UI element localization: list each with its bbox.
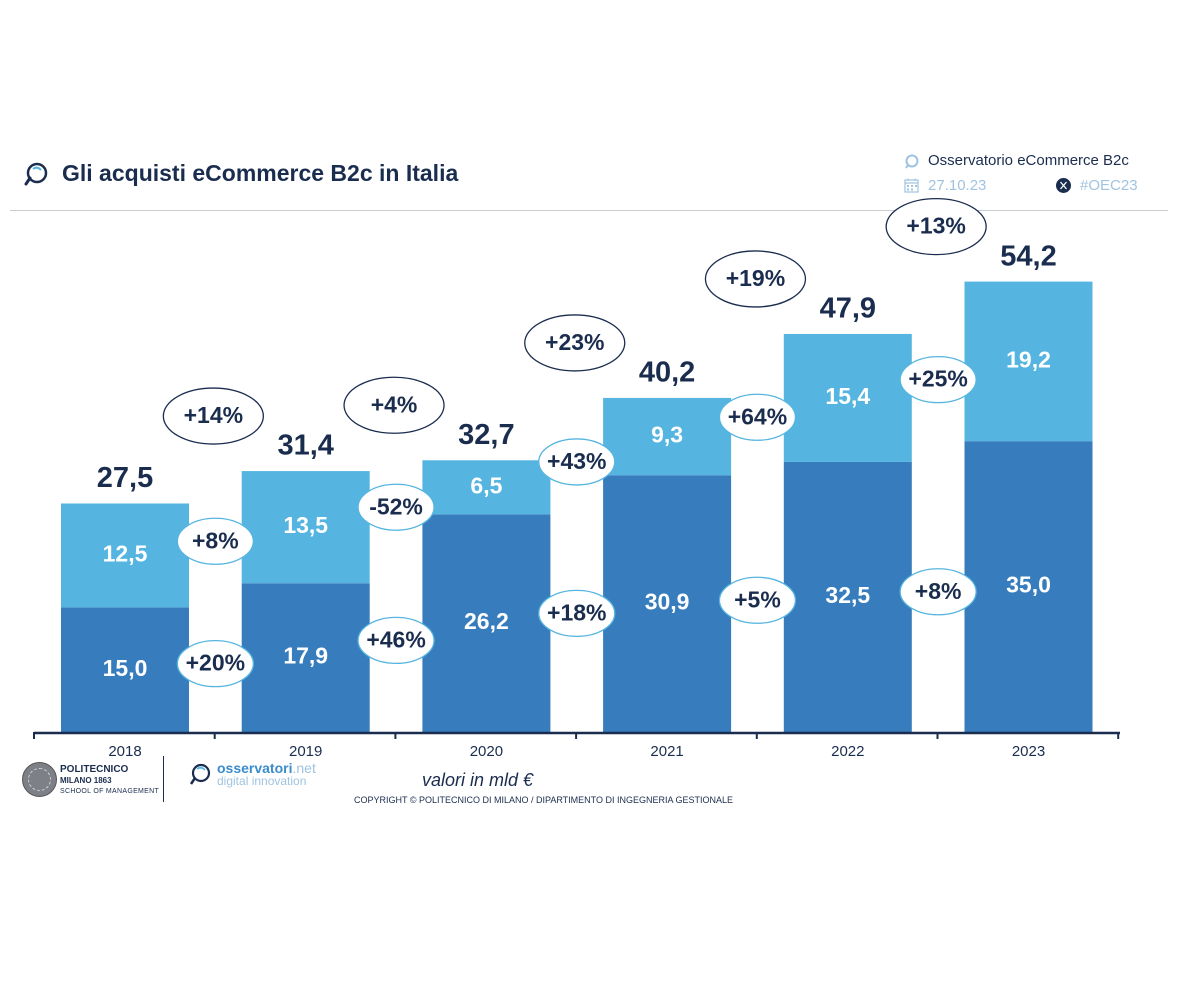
bar-total-label: 47,9 <box>820 293 876 325</box>
osservatori-logo: osservatori.net digital innovation <box>217 760 316 788</box>
growth-total-label-ellipse <box>704 250 807 308</box>
growth-total-label: +13% <box>906 213 965 239</box>
growth-bottom-label-ellipse <box>718 576 797 624</box>
growth-total-label: +19% <box>726 265 785 291</box>
bar-bottom-2022 <box>783 461 912 732</box>
x-tick-label: 2018 <box>108 743 141 760</box>
bar-total-label: 40,2 <box>639 357 695 389</box>
page-title: Gli acquisti eCommerce B2c in Italia <box>62 160 459 186</box>
growth-total-label: +4% <box>371 391 418 417</box>
growth-total-label-ellipse <box>162 387 265 445</box>
growth-top-label: -52% <box>369 493 423 519</box>
bar-bottom-2018 <box>61 607 189 732</box>
growth-top-label: +25% <box>908 366 967 392</box>
politecnico-city: MILANO 1863 <box>60 776 112 785</box>
growth-top-label: +64% <box>728 403 787 429</box>
hashtag-label: #OEC23 <box>1080 177 1138 194</box>
growth-bottom-label-ellipse <box>538 589 616 638</box>
calendar-icon <box>904 178 919 193</box>
bar-bottom-label: 35,0 <box>1006 572 1051 598</box>
growth-bottom-label: +46% <box>366 626 425 652</box>
growth-top-label: +43% <box>547 448 606 474</box>
bar-top-label: 9,3 <box>651 422 683 448</box>
observatory-icon <box>905 154 919 169</box>
growth-top-label: +8% <box>192 527 239 553</box>
bar-bottom-2019 <box>241 583 370 732</box>
growth-total-label-ellipse <box>524 314 626 372</box>
bar-total-label: 27,5 <box>97 462 153 494</box>
politecnico-name: POLITECNICO <box>60 764 129 775</box>
observatory-name: Osservatorio eCommerce B2c <box>928 152 1129 169</box>
growth-top-label-ellipse <box>718 393 797 441</box>
bar-bottom-label: 15,0 <box>103 655 148 681</box>
osservatori-magnifier-icon <box>189 763 211 785</box>
bar-top-2018 <box>61 503 189 608</box>
bar-bottom-2020 <box>422 514 551 732</box>
bar-top-2023 <box>964 281 1093 442</box>
date-label: 27.10.23 <box>928 177 987 194</box>
x-tick-label: 2023 <box>1012 743 1045 760</box>
bar-bottom-label: 26,2 <box>464 608 509 634</box>
growth-top-label-ellipse <box>176 517 255 565</box>
bar-top-2021 <box>603 397 732 476</box>
bar-top-label: 13,5 <box>283 512 328 538</box>
header-divider <box>10 210 1168 211</box>
bar-bottom-label: 30,9 <box>645 589 690 615</box>
bar-top-label: 15,4 <box>825 383 870 409</box>
growth-bottom-label-ellipse <box>899 568 977 616</box>
bar-top-2019 <box>241 471 370 584</box>
bar-bottom-label: 32,5 <box>825 582 870 608</box>
x-tick-label: 2021 <box>650 743 683 760</box>
growth-bottom-label: +20% <box>186 650 245 676</box>
x-tick-label: 2019 <box>289 743 322 760</box>
osservatori-tld: .net <box>292 760 316 776</box>
bar-top-label: 12,5 <box>103 540 148 566</box>
growth-bottom-label: +5% <box>734 586 781 612</box>
bar-bottom-label: 17,9 <box>283 643 328 669</box>
bar-total-label: 54,2 <box>1000 240 1056 272</box>
growth-bottom-label-ellipse <box>176 640 255 688</box>
growth-bottom-label: +18% <box>547 599 606 625</box>
growth-top-label-ellipse <box>899 356 977 404</box>
magnifier-logo-icon <box>24 162 48 186</box>
growth-total-label: +23% <box>545 329 604 355</box>
units-label: valori in mld € <box>422 770 534 790</box>
x-tick-label: 2022 <box>831 743 864 760</box>
growth-bottom-label: +8% <box>915 578 962 604</box>
x-social-icon <box>1056 178 1071 193</box>
growth-bottom-label-ellipse <box>357 616 435 665</box>
osservatori-tagline: digital innovation <box>217 774 307 788</box>
growth-top-label-ellipse <box>538 438 616 486</box>
bar-bottom-2023 <box>964 441 1093 732</box>
growth-total-label: +14% <box>184 402 243 428</box>
growth-total-label-ellipse <box>343 376 445 434</box>
politecnico-logo-text: POLITECNICO MILANO 1863 SCHOOL OF MANAGE… <box>60 764 159 797</box>
growth-total-label-ellipse <box>885 197 987 256</box>
x-tick-label: 2020 <box>470 743 503 760</box>
politecnico-seal-logo <box>22 762 57 797</box>
bar-top-label: 19,2 <box>1006 346 1051 372</box>
growth-top-label-ellipse <box>357 483 435 531</box>
osservatori-name: osservatori <box>217 760 293 776</box>
bar-top-2020 <box>422 460 551 515</box>
bar-total-label: 31,4 <box>277 430 333 462</box>
bar-top-2022 <box>783 333 912 462</box>
bar-top-label: 6,5 <box>470 472 502 498</box>
copyright-text: COPYRIGHT © POLITECNICO DI MILANO / DIPA… <box>354 795 734 805</box>
politecnico-school: SCHOOL OF MANAGEMENT <box>60 788 160 795</box>
footer-separator <box>163 756 164 802</box>
bar-bottom-2021 <box>603 475 732 732</box>
bar-total-label: 32,7 <box>458 419 514 451</box>
